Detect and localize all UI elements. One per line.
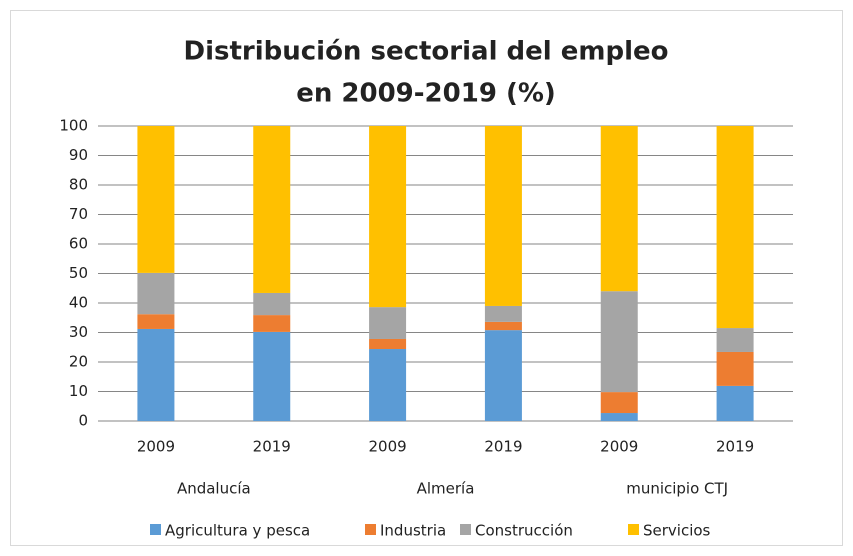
bar-segment xyxy=(253,126,291,293)
bar-segment xyxy=(716,385,754,421)
x-tick-label: 2019 xyxy=(253,438,291,456)
group-label: Almería xyxy=(417,480,475,498)
bar-segment xyxy=(484,126,522,306)
y-tick-label: 30 xyxy=(69,323,88,341)
y-tick-label: 50 xyxy=(69,264,88,282)
bar-segment xyxy=(137,272,175,315)
bar-segment xyxy=(369,126,407,308)
legend-swatch xyxy=(628,524,639,535)
chart-title: Distribución sectorial del empleo xyxy=(183,37,668,67)
x-tick-label: 2009 xyxy=(600,438,638,456)
y-tick-label: 70 xyxy=(69,205,88,223)
bar-segment xyxy=(484,321,522,331)
bar-segment xyxy=(137,314,175,329)
bar-segment xyxy=(600,413,638,421)
legend-swatch xyxy=(150,524,161,535)
bar-segment xyxy=(253,331,291,421)
y-tick-label: 20 xyxy=(69,353,88,371)
y-tick-label: 60 xyxy=(69,235,88,253)
bar-segment xyxy=(369,338,407,350)
legend-label: Agricultura y pesca xyxy=(165,522,310,540)
y-tick-label: 10 xyxy=(69,382,88,400)
x-tick-label: 2019 xyxy=(484,438,522,456)
bar-segment xyxy=(716,351,754,386)
chart-title: en 2009-2019 (%) xyxy=(296,79,556,109)
bar-segment xyxy=(253,292,291,316)
group-label: Andalucía xyxy=(177,480,251,498)
bar-segment xyxy=(369,307,407,339)
bar-segment xyxy=(600,291,638,393)
y-tick-label: 0 xyxy=(78,412,88,430)
bar-segment xyxy=(600,126,638,292)
bar-segment xyxy=(369,349,407,421)
legend-label: Servicios xyxy=(643,522,711,540)
x-tick-label: 2009 xyxy=(137,438,175,456)
y-tick-label: 40 xyxy=(69,294,88,312)
y-tick-label: 80 xyxy=(69,176,88,194)
legend-label: Industria xyxy=(380,522,446,540)
bar-segment xyxy=(716,126,754,329)
group-label: municipio CTJ xyxy=(626,480,728,498)
x-tick-label: 2019 xyxy=(716,438,754,456)
bar-segment xyxy=(716,328,754,352)
legend-swatch xyxy=(460,524,471,535)
bar-segment xyxy=(137,328,175,421)
bar-segment xyxy=(484,305,522,322)
bar-segment xyxy=(137,126,175,273)
bar-segment xyxy=(600,392,638,414)
y-tick-label: 100 xyxy=(59,117,88,135)
bar-segment xyxy=(253,315,291,332)
y-tick-label: 90 xyxy=(69,146,88,164)
x-tick-label: 2009 xyxy=(368,438,406,456)
bar-segment xyxy=(484,330,522,421)
legend-swatch xyxy=(365,524,376,535)
legend-label: Construcción xyxy=(475,522,573,540)
